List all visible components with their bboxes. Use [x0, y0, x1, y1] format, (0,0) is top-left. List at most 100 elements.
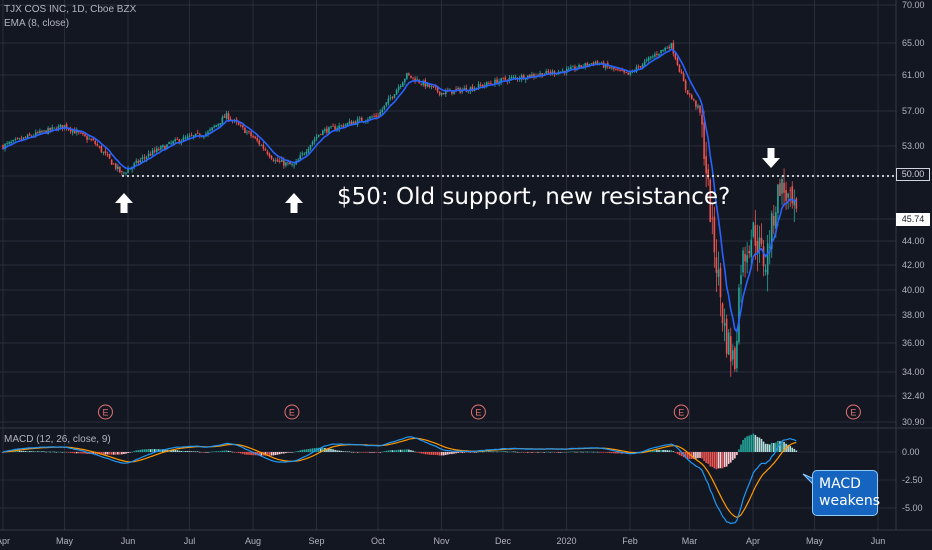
candle-body — [654, 54, 656, 57]
candle-body — [496, 79, 498, 84]
candle-body — [604, 63, 607, 68]
ema-legend: EMA (8, close) — [4, 18, 70, 29]
histogram-bar — [102, 452, 105, 455]
candle-body — [389, 97, 392, 99]
histogram-bar — [348, 451, 351, 453]
histogram-bar — [600, 452, 603, 453]
candle-body — [658, 53, 660, 56]
candle-body — [319, 134, 322, 135]
candle-body — [791, 186, 794, 204]
candle-body — [783, 182, 785, 193]
histogram-bar — [582, 451, 584, 453]
histogram-bar — [436, 452, 439, 456]
histogram-bar — [155, 449, 158, 452]
up-arrow-icon — [115, 193, 133, 213]
histogram-bar — [174, 450, 176, 452]
histogram-bar — [465, 452, 468, 453]
candle-body — [512, 76, 515, 78]
candle-body — [309, 144, 312, 150]
histogram-bar — [278, 452, 281, 455]
histogram-bar — [496, 451, 498, 453]
histogram-bar — [45, 451, 47, 453]
candle-body — [701, 114, 703, 125]
candle-body — [135, 160, 138, 163]
histogram-bar — [397, 449, 400, 452]
histogram-bar — [498, 451, 500, 453]
candle-body — [297, 159, 299, 161]
candle-body — [272, 159, 275, 162]
candle-body — [467, 91, 470, 93]
candle-body — [670, 43, 673, 49]
histogram-bar — [229, 451, 232, 452]
candle-body — [795, 198, 798, 209]
candle-body — [549, 72, 552, 74]
candle-body — [479, 85, 482, 86]
candle-body — [578, 64, 580, 68]
histogram-bar — [721, 452, 724, 469]
candle-body — [270, 155, 273, 159]
histogram-bar — [371, 452, 373, 453]
y-tick-label: 53.00 — [902, 141, 925, 151]
candle-body — [414, 78, 416, 82]
histogram-bar — [760, 438, 763, 452]
candle-body — [283, 160, 285, 166]
y-tick-label: 36.00 — [902, 338, 925, 348]
histogram-bar — [744, 437, 746, 452]
candle-body — [442, 92, 445, 95]
candle-body — [768, 246, 771, 248]
candle-body — [24, 137, 27, 139]
candle-body — [533, 73, 535, 77]
candle-body — [715, 257, 718, 273]
candle-body — [166, 144, 168, 149]
histogram-bar — [35, 451, 37, 452]
candle-body — [711, 218, 714, 219]
histogram-bar — [326, 448, 328, 452]
histogram-bar — [572, 451, 574, 453]
histogram-bar — [217, 451, 220, 452]
y-tick-label: 38.00 — [902, 310, 925, 320]
candle-body — [750, 239, 753, 257]
histogram-bar — [82, 452, 84, 454]
candle-body — [705, 156, 707, 174]
macd-tick-label: -2.50 — [902, 475, 923, 485]
candle-body — [307, 148, 310, 153]
candle-body — [697, 105, 699, 108]
candle-body — [69, 128, 72, 132]
histogram-bar — [112, 452, 115, 455]
candle-body — [84, 134, 86, 136]
histogram-bar — [22, 450, 25, 452]
candle-body — [92, 138, 94, 141]
histogram-bar — [594, 451, 597, 453]
candle-body — [123, 172, 125, 174]
histogram-bar — [41, 451, 43, 452]
histogram-bar — [2, 452, 4, 453]
histogram-bar — [151, 448, 154, 452]
candle-body — [170, 142, 172, 144]
histogram-bar — [274, 452, 277, 456]
histogram-bar — [709, 452, 712, 467]
candle-body — [652, 56, 654, 58]
y-tick-label: 32.40 — [902, 391, 925, 401]
histogram-bar — [322, 447, 324, 452]
candle-body — [336, 128, 338, 130]
y-tick-label: 65.00 — [902, 38, 925, 48]
candle-body — [430, 86, 433, 88]
histogram-bar — [742, 439, 744, 452]
histogram-bar — [291, 452, 293, 453]
histogram-bar — [434, 452, 437, 455]
histogram-bar — [545, 451, 548, 453]
histogram-bar — [533, 452, 535, 453]
x-tick-label: 2020 — [557, 536, 577, 546]
histogram-bar — [764, 443, 767, 452]
histogram-bar — [483, 451, 486, 453]
candle-body — [514, 77, 517, 79]
candle-body — [580, 65, 582, 68]
candle-body — [455, 89, 457, 90]
time-axis: Apr May Jun Jul Aug Sep Oct Nov Dec 2020 Feb Mar Apr… — [0, 536, 885, 546]
candle-body — [358, 118, 361, 120]
candle-body — [627, 72, 630, 75]
candle-body — [106, 154, 109, 156]
candle-body — [354, 121, 357, 124]
histogram-bar — [65, 452, 68, 453]
